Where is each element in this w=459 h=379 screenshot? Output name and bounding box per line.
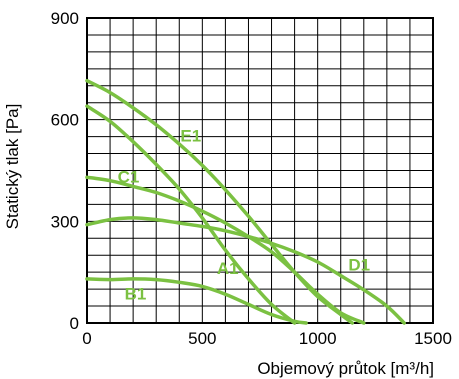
series-line-e1 bbox=[85, 78, 355, 325]
x-tick-label: 0 bbox=[82, 329, 91, 348]
y-tick-label: 900 bbox=[51, 9, 79, 28]
plot-frame bbox=[86, 17, 434, 324]
x-tick-label: 500 bbox=[188, 329, 216, 348]
grid bbox=[87, 18, 433, 323]
x-axis-label: Objemový průtok [m³/h] bbox=[257, 359, 434, 378]
series-label-b1: B1 bbox=[125, 284, 147, 303]
series-line-c1 bbox=[85, 175, 366, 325]
y-tick-label: 600 bbox=[51, 111, 79, 130]
x-tick-label: 1500 bbox=[414, 329, 452, 348]
series-label-a1: A1 bbox=[217, 259, 239, 278]
series-line-b1 bbox=[85, 277, 308, 325]
y-axis-label: Statický tlak [Pa] bbox=[3, 104, 22, 230]
x-tick-label: 1000 bbox=[299, 329, 337, 348]
series-label-c1: C1 bbox=[118, 167, 140, 186]
tick-labels: 0 500 1000 1500 0 300 600 900 bbox=[51, 9, 452, 348]
curves bbox=[85, 78, 406, 325]
series-labels: E1 C1 A1 D1 B1 bbox=[118, 127, 370, 304]
series-line-a1 bbox=[85, 104, 297, 325]
y-tick-label: 300 bbox=[51, 212, 79, 231]
series-line-d1 bbox=[85, 216, 406, 325]
y-tick-label: 0 bbox=[70, 314, 79, 333]
series-label-e1: E1 bbox=[180, 127, 201, 146]
series-label-d1: D1 bbox=[348, 255, 370, 274]
